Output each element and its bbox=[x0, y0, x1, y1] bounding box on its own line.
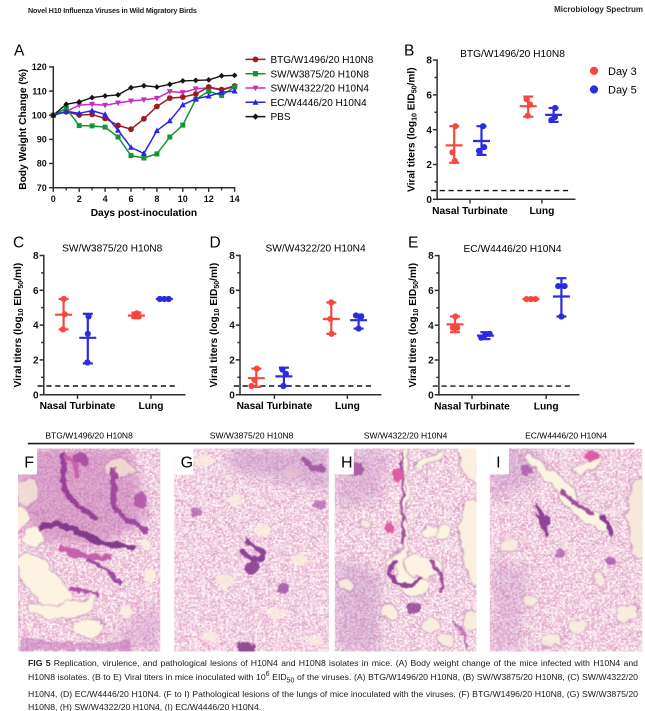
svg-text:F: F bbox=[24, 455, 34, 472]
svg-text:H: H bbox=[341, 455, 353, 472]
svg-text:Viral titers (log10 EID50/ml): Viral titers (log10 EID50/ml) bbox=[209, 263, 221, 388]
svg-text:8: 8 bbox=[428, 251, 434, 262]
svg-text:SW/W3875/20 H10N8: SW/W3875/20 H10N8 bbox=[271, 69, 370, 80]
svg-text:SW/W4322/20 H10N4: SW/W4322/20 H10N4 bbox=[265, 244, 366, 255]
svg-text:SW/W4322/20 H10N4: SW/W4322/20 H10N4 bbox=[364, 431, 448, 441]
svg-text:0: 0 bbox=[33, 390, 39, 401]
svg-text:2: 2 bbox=[77, 194, 82, 204]
svg-text:100: 100 bbox=[32, 110, 47, 120]
svg-text:SW/W3875/20 H10N8: SW/W3875/20 H10N8 bbox=[62, 244, 163, 255]
svg-text:0: 0 bbox=[426, 195, 432, 206]
svg-text:BTG/W1496/20 H10N8: BTG/W1496/20 H10N8 bbox=[271, 55, 374, 66]
svg-text:Day 3: Day 3 bbox=[608, 66, 637, 78]
svg-text:12: 12 bbox=[204, 194, 214, 204]
svg-text:14: 14 bbox=[230, 194, 240, 204]
svg-text:E: E bbox=[408, 235, 418, 252]
svg-text:Viral titers (log10 EID50/ml): Viral titers (log10 EID50/ml) bbox=[408, 263, 420, 388]
svg-text:8: 8 bbox=[33, 251, 39, 262]
svg-text:Nasal Turbinate: Nasal Turbinate bbox=[40, 401, 116, 412]
svg-text:2: 2 bbox=[426, 160, 432, 171]
svg-text:BTG/W1496/20 H10N8: BTG/W1496/20 H10N8 bbox=[45, 431, 133, 441]
svg-text:0: 0 bbox=[428, 390, 434, 401]
svg-text:4: 4 bbox=[229, 321, 235, 332]
svg-text:6: 6 bbox=[229, 286, 235, 297]
svg-text:EC/W4446/20 H10N4: EC/W4446/20 H10N4 bbox=[271, 98, 368, 109]
svg-text:A: A bbox=[14, 43, 25, 60]
svg-text:0: 0 bbox=[51, 194, 56, 204]
svg-text:SW/W4322/20 H10N4: SW/W4322/20 H10N4 bbox=[271, 84, 370, 95]
svg-text:Viral titers (log10 EID50/ml): Viral titers (log10 EID50/ml) bbox=[407, 67, 419, 192]
svg-text:8: 8 bbox=[229, 251, 235, 262]
svg-text:Nasal Turbinate: Nasal Turbinate bbox=[432, 206, 508, 217]
svg-text:2: 2 bbox=[428, 356, 434, 367]
svg-text:Days post-inoculation: Days post-inoculation bbox=[91, 208, 197, 219]
svg-text:6: 6 bbox=[33, 286, 39, 297]
svg-text:0: 0 bbox=[229, 390, 235, 401]
svg-text:90: 90 bbox=[37, 135, 47, 145]
svg-text:6: 6 bbox=[426, 91, 432, 102]
svg-text:SW/W3875/20 H10N8: SW/W3875/20 H10N8 bbox=[210, 431, 294, 441]
svg-text:110: 110 bbox=[32, 86, 47, 96]
svg-text:4: 4 bbox=[103, 194, 108, 204]
svg-text:2: 2 bbox=[229, 356, 235, 367]
svg-text:B: B bbox=[404, 43, 414, 60]
svg-text:EC/W4446/20 H10N4: EC/W4446/20 H10N4 bbox=[464, 244, 562, 255]
svg-text:10: 10 bbox=[178, 194, 188, 204]
svg-text:4: 4 bbox=[428, 321, 434, 332]
svg-text:G: G bbox=[181, 455, 193, 472]
svg-text:PBS: PBS bbox=[271, 112, 291, 123]
svg-text:C: C bbox=[13, 235, 24, 252]
svg-text:70: 70 bbox=[37, 183, 47, 193]
svg-text:8: 8 bbox=[426, 56, 432, 67]
svg-text:120: 120 bbox=[32, 62, 47, 72]
svg-text:6: 6 bbox=[128, 194, 133, 204]
svg-text:Lung: Lung bbox=[139, 401, 164, 412]
svg-text:D: D bbox=[210, 235, 221, 252]
svg-text:EC/W4446/20 H10N4: EC/W4446/20 H10N4 bbox=[525, 431, 607, 441]
svg-text:Day 5: Day 5 bbox=[608, 84, 637, 96]
svg-text:4: 4 bbox=[33, 321, 39, 332]
svg-text:Body Weight Change (%): Body Weight Change (%) bbox=[18, 69, 29, 190]
svg-text:I: I bbox=[496, 455, 500, 472]
svg-text:80: 80 bbox=[37, 159, 47, 169]
svg-text:4: 4 bbox=[426, 125, 432, 136]
svg-text:Lung: Lung bbox=[529, 206, 554, 217]
svg-text:Viral titers (log10 EID50/ml): Viral titers (log10 EID50/ml) bbox=[13, 263, 25, 388]
svg-text:Lung: Lung bbox=[335, 401, 360, 412]
svg-text:6: 6 bbox=[428, 286, 434, 297]
svg-text:BTG/W1496/20 H10N8: BTG/W1496/20 H10N8 bbox=[460, 49, 565, 60]
svg-text:Nasal Turbinate: Nasal Turbinate bbox=[237, 401, 313, 412]
svg-text:Nasal Turbinate: Nasal Turbinate bbox=[434, 401, 510, 412]
svg-text:2: 2 bbox=[33, 356, 39, 367]
svg-text:Lung: Lung bbox=[534, 401, 559, 412]
svg-text:8: 8 bbox=[154, 194, 159, 204]
